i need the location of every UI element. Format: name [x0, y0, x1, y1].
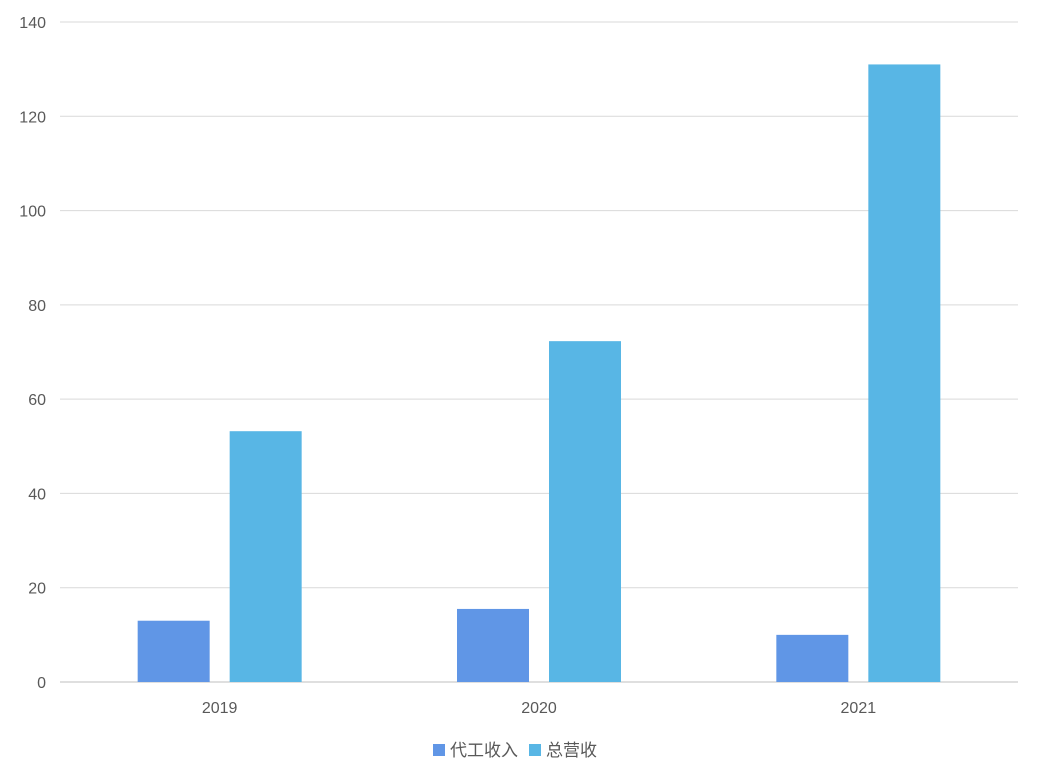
y-tick-label: 60	[28, 392, 46, 409]
legend-swatch-1	[433, 744, 445, 756]
x-axis-ticks: 2019 2020 2021	[202, 700, 876, 717]
gridlines	[60, 21, 1018, 683]
y-tick-label: 120	[19, 109, 46, 126]
bar-series1-2021	[776, 634, 849, 682]
y-tick-label: 0	[37, 675, 46, 692]
legend-label-2: 总营收	[546, 741, 597, 761]
y-tick-label: 40	[28, 486, 46, 503]
x-tick-label-2019: 2019	[202, 700, 238, 717]
y-tick-label: 80	[28, 298, 46, 315]
legend-label-1: 代工收入	[450, 741, 518, 761]
x-tick-label-2021: 2021	[841, 700, 877, 717]
bar-series1-2019	[137, 620, 210, 682]
x-tick-label-2020: 2020	[521, 700, 557, 717]
bar-series2-2020	[549, 341, 621, 682]
bar-series1-2020	[457, 608, 529, 682]
legend: 代工收入 总营收	[433, 741, 597, 761]
y-tick-label: 140	[19, 15, 46, 32]
y-tick-label: 20	[28, 581, 46, 598]
y-axis-ticks: 0 20 40 60 80 100 120 140	[19, 15, 46, 692]
y-tick-label: 100	[19, 204, 46, 221]
bar-series2-2021	[868, 64, 941, 682]
bars	[137, 64, 941, 682]
bar-series2-2019	[229, 431, 302, 682]
legend-swatch-2	[529, 744, 541, 756]
